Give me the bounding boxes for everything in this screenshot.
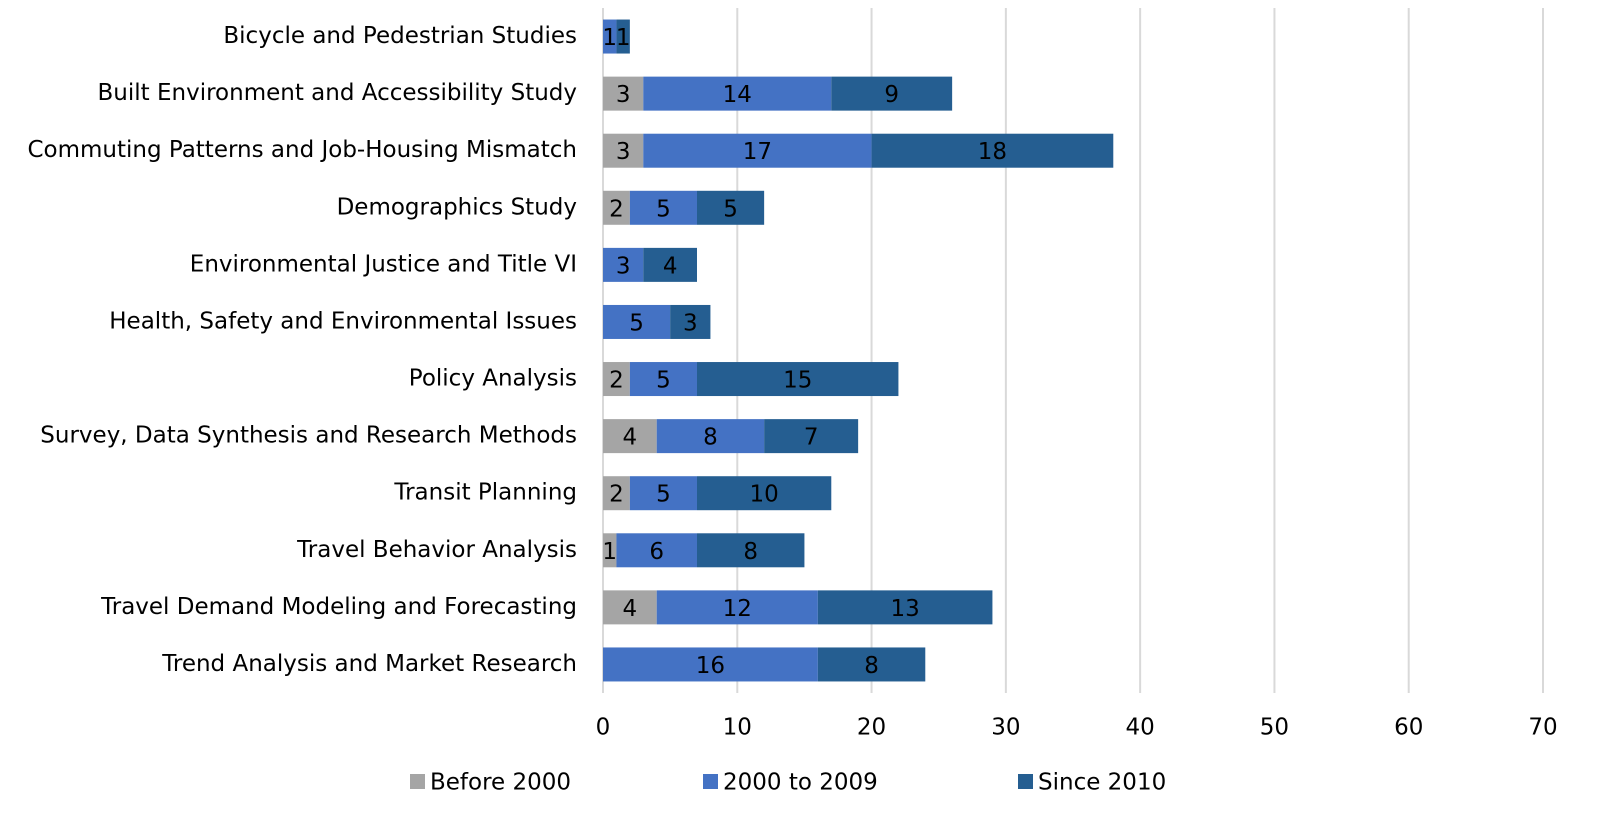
data-label: 15 [783,368,812,394]
y-tick-label: Environmental Justice and Title VI [190,251,577,277]
bar-segment [871,133,1114,168]
bar-segment [603,533,617,568]
data-label: 2 [609,368,624,394]
bar-segment [656,419,765,454]
legend-label: 2000 to 2009 [723,770,878,796]
data-label: 4 [663,253,678,279]
bar-segment [629,476,697,511]
bar-segment [697,476,832,511]
data-label: 5 [656,368,671,394]
legend-swatch [1018,774,1033,789]
data-label: 1 [602,539,617,565]
data-label: 16 [696,653,725,679]
y-tick-label: Commuting Patterns and Job-Housing Misma… [27,137,577,163]
data-label: 2 [609,196,624,222]
bar-segment [656,590,818,625]
data-label: 3 [616,82,631,108]
x-tick-label: 40 [1126,715,1155,741]
bar-segment [603,76,644,111]
bar-segment [603,476,630,511]
bar-segment [629,362,697,397]
bar-segment [697,190,765,225]
bar-segment [643,133,872,168]
x-tick-label: 10 [723,715,752,741]
bar-segment [817,647,926,682]
x-tick-label: 0 [596,715,611,741]
data-label: 12 [723,596,752,622]
data-label: 17 [743,139,772,165]
data-label: 9 [884,82,899,108]
data-label: 2 [609,482,624,508]
data-label: 3 [616,139,631,165]
bar-segment [603,133,644,168]
y-tick-label: Built Environment and Accessibility Stud… [98,80,577,106]
bar-segment [603,419,657,454]
y-tick-label: Travel Demand Modeling and Forecasting [100,594,577,620]
data-label: 4 [623,596,638,622]
data-label: 1 [616,25,631,51]
x-tick-label: 20 [857,715,886,741]
y-tick-label: Survey, Data Synthesis and Research Meth… [40,423,577,449]
bar-segment [670,304,711,339]
y-tick-label: Health, Safety and Environmental Issues [109,308,577,334]
data-label: 3 [683,310,698,336]
bar-segment [643,247,697,282]
bar-segment [643,76,832,111]
y-tick-label: Bicycle and Pedestrian Studies [223,23,577,49]
data-label: 14 [723,82,752,108]
legend-label: Since 2010 [1038,770,1166,796]
data-label: 8 [703,425,718,451]
y-tick-label: Travel Behavior Analysis [296,537,577,563]
bar-segment [603,647,818,682]
legend-swatch [410,774,425,789]
data-label: 1 [602,25,617,51]
bar-segment [603,590,657,625]
data-label: 5 [656,196,671,222]
bar-segment [697,362,899,397]
bar-segment [603,19,617,54]
x-tick-label: 70 [1528,715,1557,741]
bar-segment [629,190,697,225]
bar-segment [603,247,644,282]
bar-segment [603,362,630,397]
data-label: 8 [864,653,879,679]
bar-segment [764,419,859,454]
bar-segment [603,304,671,339]
bar-segment [831,76,953,111]
data-label: 7 [804,425,819,451]
data-label: 5 [656,482,671,508]
data-label: 8 [743,539,758,565]
y-tick-label: Trend Analysis and Market Research [161,651,577,677]
data-label: 6 [649,539,664,565]
bar-segment [616,533,697,568]
x-tick-label: 30 [991,715,1020,741]
bar-segment [817,590,993,625]
legend-swatch [703,774,718,789]
legend-label: Before 2000 [430,770,571,796]
y-tick-label: Policy Analysis [409,366,577,392]
y-tick-label: Demographics Study [337,194,577,220]
x-tick-label: 60 [1394,715,1423,741]
y-tick-label: Transit Planning [393,480,577,506]
data-label: 13 [891,596,920,622]
bar-segment [603,190,630,225]
bar-segment [616,19,630,54]
data-label: 18 [978,139,1007,165]
data-label: 10 [750,482,779,508]
data-label: 5 [629,310,644,336]
x-tick-label: 50 [1260,715,1289,741]
data-label: 4 [623,425,638,451]
data-label: 3 [616,253,631,279]
bar-segment [697,533,805,568]
data-label: 5 [723,196,738,222]
